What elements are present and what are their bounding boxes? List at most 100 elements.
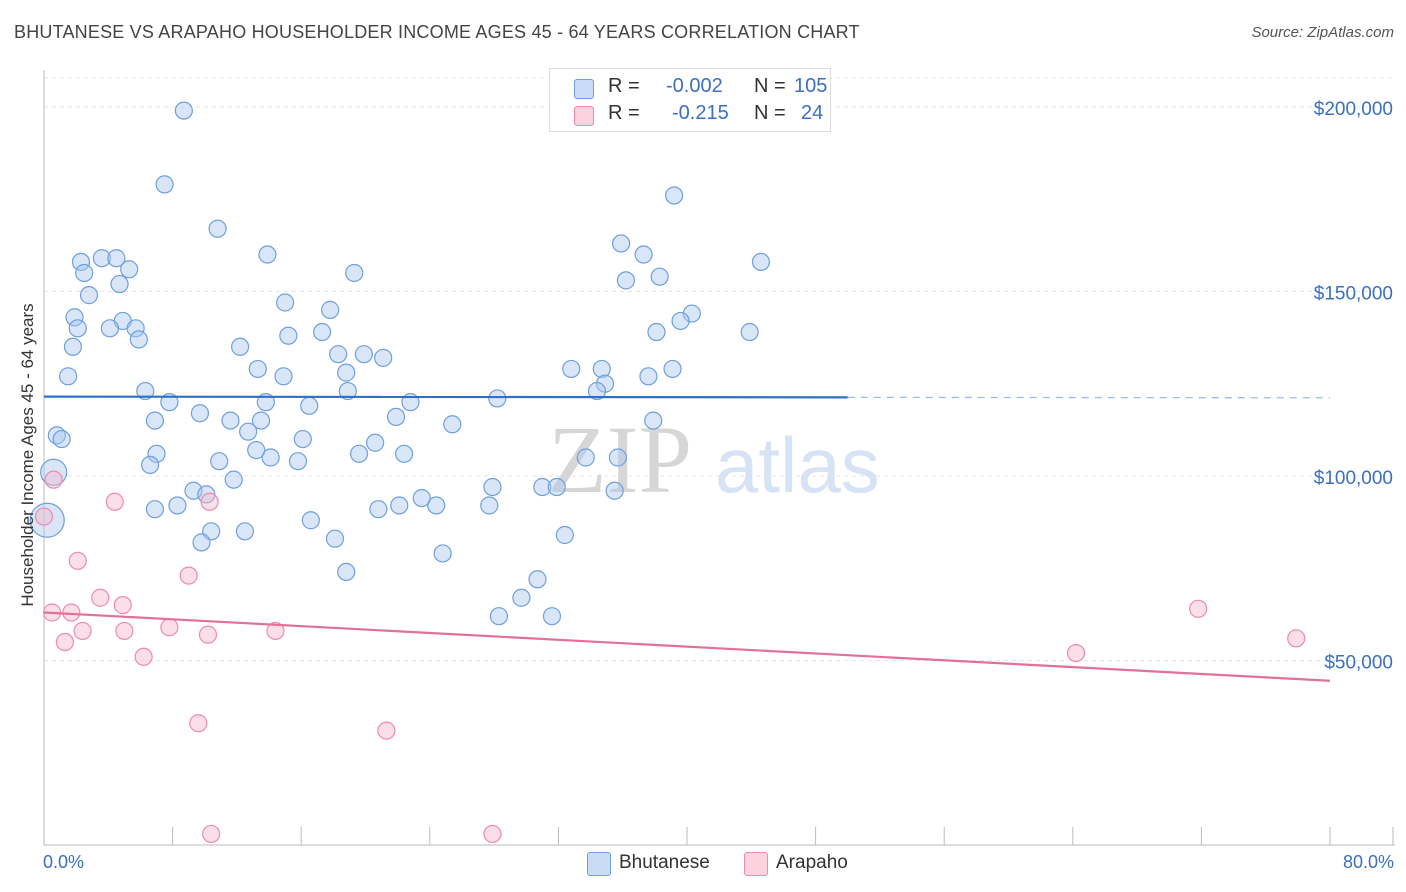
point-bhutanese (483, 477, 502, 497)
point-arapaho (198, 625, 218, 644)
point-bhutanese (366, 433, 385, 452)
point-arapaho (189, 714, 208, 733)
point-bhutanese (110, 274, 129, 294)
point-bhutanese (192, 533, 211, 552)
point-bhutanese (274, 367, 293, 386)
watermark-atlas: atlas (715, 421, 880, 509)
point-arapaho (200, 492, 219, 511)
r-label: R = (608, 75, 640, 97)
point-bhutanese (663, 359, 682, 379)
point-bhutanese (555, 525, 574, 545)
watermark: ZIP atlas (548, 406, 880, 513)
point-bhutanese (329, 345, 348, 364)
point-bhutanese (71, 252, 91, 272)
y-tick-labels: $50,000 $100,000 $150,000 $200,000 (1314, 99, 1393, 674)
n-value: 24 (801, 102, 824, 124)
point-bhutanese (682, 304, 701, 323)
grid-lines (44, 77, 1395, 661)
point-arapaho (160, 618, 179, 637)
point-bhutanese (480, 496, 499, 515)
point-bhutanese (239, 422, 258, 441)
trend-line-arapaho (43, 611, 1331, 682)
point-bhutanese (533, 477, 552, 497)
point-bhutanese (126, 319, 145, 338)
point-arapaho (55, 632, 74, 652)
point-bhutanese (542, 607, 562, 626)
legend-swatch-arapaho (744, 852, 768, 876)
point-arapaho (483, 824, 502, 844)
point-bhutanese (258, 245, 277, 264)
stats-legend: R = -0.002 N = 105 R = -0.215 N = 24 (549, 68, 831, 132)
point-arapaho (62, 603, 81, 622)
x-tick-label-max: 80.0% (1342, 852, 1394, 872)
n-value: 105 (794, 75, 828, 97)
point-bhutanese (592, 359, 611, 379)
n-label: N = (754, 102, 786, 124)
point-bhutanese (345, 263, 364, 283)
point-bhutanese (107, 249, 126, 268)
point-bhutanese (512, 588, 531, 607)
point-bhutanese (52, 429, 71, 449)
y-axis-title: Householder Income Ages 45 - 64 years (18, 303, 37, 607)
r-label: R = (608, 102, 640, 124)
watermark-zip: ZIP (548, 406, 692, 513)
point-bhutanese (276, 293, 295, 312)
point-bhutanese (301, 511, 320, 530)
point-bhutanese (639, 367, 658, 386)
point-bhutanese (75, 263, 94, 283)
point-bhutanese (547, 477, 566, 497)
point-bhutanese (288, 452, 308, 471)
point-bhutanese (129, 330, 148, 349)
point-bhutanese (671, 311, 690, 331)
point-arapaho (1189, 599, 1208, 618)
point-bhutanese (168, 496, 187, 515)
data-points (29, 101, 1306, 844)
point-arapaho (68, 551, 87, 570)
point-bhutanese (427, 496, 446, 515)
point-bhutanese (92, 249, 111, 268)
point-arapaho (1066, 643, 1086, 663)
point-bhutanese (293, 429, 312, 449)
point-bhutanese (321, 300, 340, 319)
n-label: N = (754, 75, 786, 97)
point-bhutanese (562, 359, 581, 379)
legend-swatch-bhutanese (574, 79, 594, 99)
point-bhutanese (605, 481, 624, 500)
point-bhutanese (231, 337, 250, 356)
point-bhutanese (279, 326, 298, 345)
point-bhutanese (740, 322, 759, 342)
trend-line-bhutanese (43, 395, 848, 399)
point-bhutanese (386, 407, 406, 427)
point-bhutanese (63, 337, 83, 356)
series-legend: Bhutanese Arapaho (0, 850, 1406, 880)
point-arapaho (202, 824, 221, 844)
y-tick-label: $200,000 (1314, 99, 1393, 120)
point-bhutanese (611, 234, 631, 253)
point-bhutanese (337, 562, 356, 582)
point-bhutanese (443, 415, 462, 434)
point-arapaho (266, 621, 285, 641)
point-bhutanese (136, 381, 155, 401)
r-value: -0.215 (672, 102, 729, 124)
y-tick-label: $50,000 (1324, 652, 1393, 673)
point-bhutanese (120, 260, 139, 279)
point-arapaho (105, 492, 124, 511)
point-bhutanese (394, 444, 414, 463)
legend-swatch-arapaho (574, 106, 594, 126)
point-bhutanese (251, 411, 271, 430)
point-bhutanese (665, 186, 684, 205)
point-arapaho (113, 596, 132, 615)
point-bhutanese (190, 404, 210, 423)
point-bhutanese (325, 529, 345, 548)
point-bhutanese (374, 348, 393, 367)
point-bhutanese (634, 245, 653, 264)
point-bhutanese (751, 252, 771, 272)
point-arapaho (179, 566, 198, 585)
point-bhutanese (140, 455, 160, 474)
point-bhutanese (261, 448, 280, 467)
point-bhutanese (145, 411, 165, 430)
point-bhutanese (337, 363, 356, 382)
point-bhutanese (208, 219, 227, 238)
axes (43, 70, 1395, 846)
